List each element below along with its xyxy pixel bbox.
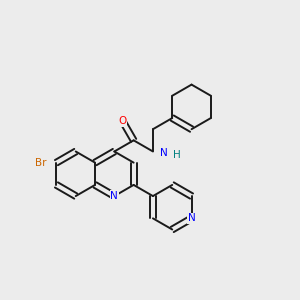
Text: O: O bbox=[118, 116, 127, 126]
Text: N: N bbox=[188, 213, 195, 224]
Text: N: N bbox=[110, 191, 118, 201]
Text: H: H bbox=[173, 150, 181, 160]
Text: Br: Br bbox=[34, 158, 46, 168]
Text: N: N bbox=[160, 148, 168, 158]
